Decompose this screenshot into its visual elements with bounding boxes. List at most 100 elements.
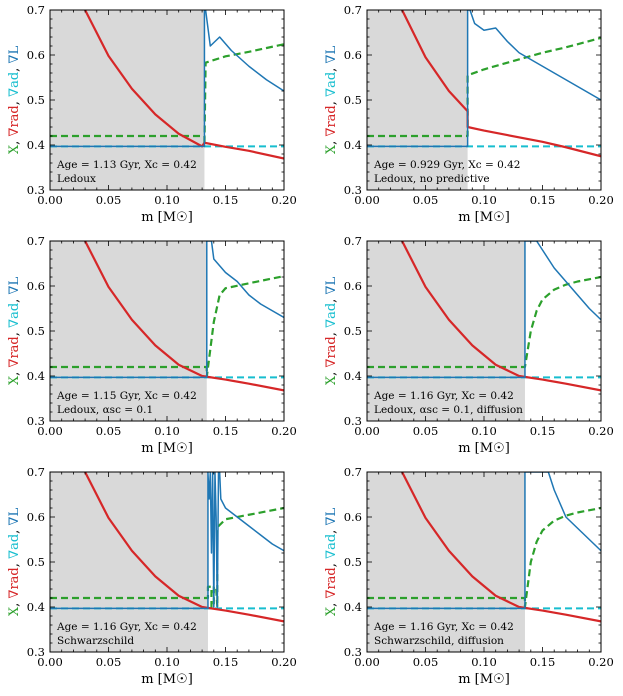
series-grad-rad [401,241,601,392]
y-tick-label: 0.3 [27,645,45,659]
y-axis-label-part: , [7,97,22,105]
y-tick-label: 0.6 [344,279,362,293]
panel-1: 0.00 0.05 0.10 0.15 0.20 0.3 0.4 0.5 0.6 0.7 m [M☉… [7,3,297,225]
series-X [367,275,601,369]
y-tick-label: 0.4 [27,369,45,383]
x-tick-label: 0.10 [154,655,180,669]
y-axis-label-part: , [324,295,339,303]
series-group [367,10,601,158]
y-tick-label: 0.3 [27,414,45,428]
y-axis-label-part: , [324,137,339,145]
y-axis-label-part: , [324,368,339,376]
y-axis-label: X, ∇rad, ∇ad, ∇L [7,276,22,385]
x-tick-label: 0.20 [588,655,614,669]
y-axis-label-part: , [7,368,22,376]
y-axis-label-part: ∇rad [7,567,22,598]
y-tick-label: 0.4 [344,369,362,383]
x-tick-label: 0.00 [37,193,63,207]
y-axis-label-part: , [324,64,339,72]
series-grad-rad [84,10,284,160]
y-tick-label: 0.6 [27,510,45,524]
x-tick-label: 0.10 [154,424,180,438]
annotation-age: Age = 0.929 Gyr, Xc = 0.42 [373,159,520,171]
y-tick-label: 0.5 [27,555,45,569]
series-grad-L [367,10,601,148]
y-tick-label: 0.6 [344,48,362,62]
y-axis-label-part: X [7,375,22,385]
y-axis-label: X, ∇rad, ∇ad, ∇L [7,45,22,154]
x-axis-label: m [M☉] [458,210,510,225]
y-axis-label-part: , [7,599,22,607]
y-axis-label-part: ∇rad [7,336,22,367]
series-group [50,10,284,160]
y-axis-label-part: X [324,144,339,154]
y-tick-label: 0.3 [344,183,362,197]
y-axis-label-part: ∇ad [7,534,22,559]
panel-5: 0.00 0.05 0.10 0.15 0.20 0.3 0.4 0.5 0.6 0.7 m [M☉… [7,465,297,687]
y-tick-label: 0.6 [27,279,45,293]
x-tick-label: 0.15 [530,193,556,207]
series-grad-rad [84,472,284,623]
x-tick-label: 0.00 [354,424,380,438]
x-axis-label: m [M☉] [141,672,193,687]
x-tick-label: 0.15 [530,655,556,669]
y-axis-label-part: X [324,375,339,385]
convective-core-shade [367,241,525,421]
x-tick-label: 0.10 [471,655,497,669]
y-axis-label-part: X [324,606,339,616]
y-axis-label-part: X [7,144,22,154]
y-axis-label-part: ∇ad [7,72,22,97]
convective-core-shade [50,10,205,190]
series-grad-L [367,241,601,379]
x-tick-label: 0.20 [271,193,297,207]
x-tick-label: 0.20 [588,193,614,207]
y-tick-label: 0.4 [344,600,362,614]
series-group [367,472,601,623]
y-tick-label: 0.6 [344,510,362,524]
x-tick-label: 0.00 [354,193,380,207]
x-tick-label: 0.05 [96,424,122,438]
y-tick-label: 0.5 [344,555,362,569]
y-axis-label-part: , [324,97,339,105]
y-axis-label-part: , [7,295,22,303]
y-axis-label-part: ∇rad [324,567,339,598]
annotation-model: Schwarzschild, diffusion [374,635,504,647]
series-grad-L [50,10,284,148]
x-tick-label: 0.05 [96,193,122,207]
series-grad-L [50,472,284,610]
annotation-age: Age = 1.16 Gyr, Xc = 0.42 [373,621,514,633]
x-tick-label: 0.20 [271,424,297,438]
annotation-model: Ledoux, αsc = 0.1, diffusion [374,404,523,416]
y-tick-label: 0.7 [27,234,45,248]
y-tick-label: 0.4 [27,138,45,152]
annotation-model: Schwarzschild [57,635,134,647]
convective-core-shade [367,472,525,652]
y-axis-label: X, ∇rad, ∇ad, ∇L [7,507,22,616]
y-axis-label-part: ∇ad [324,534,339,559]
x-axis-label: m [M☉] [141,441,193,456]
x-tick-label: 0.15 [530,424,556,438]
y-axis-label-part: ∇rad [7,105,22,136]
y-tick-label: 0.7 [344,234,362,248]
x-tick-label: 0.05 [413,424,439,438]
series-grad-rad [401,472,601,623]
annotation-age: Age = 1.15 Gyr, Xc = 0.42 [56,390,197,402]
series-grad-rad [84,241,284,392]
y-axis-label-part: X [7,606,22,616]
y-tick-label: 0.3 [344,645,362,659]
y-axis-label-part: ∇L [7,276,22,294]
y-axis-label-part: , [7,64,22,72]
y-axis-label-part: , [324,559,339,567]
annotation-model: Ledoux, αsc = 0.1 [57,404,153,416]
y-axis-label-part: ∇ad [324,303,339,328]
x-tick-label: 0.00 [37,655,63,669]
x-tick-label: 0.10 [154,193,180,207]
x-tick-label: 0.10 [471,424,497,438]
x-tick-label: 0.05 [96,655,122,669]
annotation-age: Age = 1.16 Gyr, Xc = 0.42 [56,621,197,633]
y-tick-label: 0.6 [27,48,45,62]
y-axis-label-part: ∇ad [7,303,22,328]
x-tick-label: 0.15 [213,193,239,207]
y-tick-label: 0.7 [344,3,362,17]
